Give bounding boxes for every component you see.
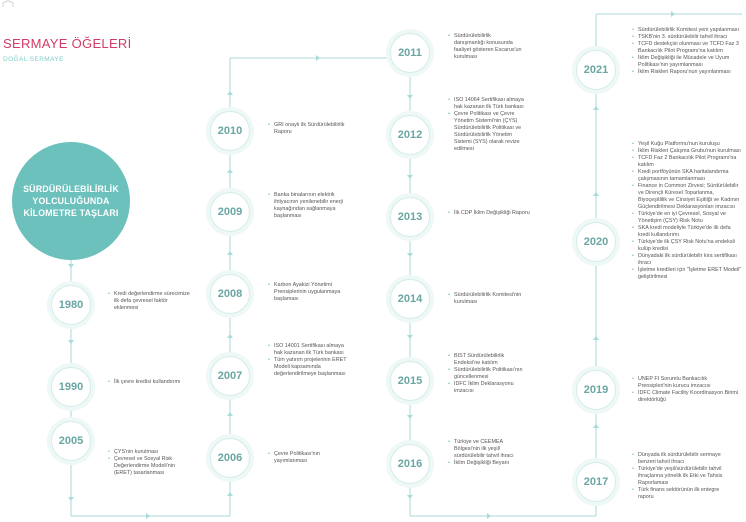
milestone-item: Banka binalarının elektrik ihtiyacının y… bbox=[268, 192, 346, 220]
milestone-item: Türkiye ve CEEMEA Bölgesi'nin ilk yeşil/… bbox=[448, 439, 528, 460]
milestone-item: TSKB'nin 3. sürdürülebilir tahvil ihracı bbox=[632, 34, 742, 41]
milestone-item: Sürdürülebilirlik Politikası'nın güncell… bbox=[448, 367, 526, 381]
year-2008: 2008 bbox=[210, 274, 250, 314]
milestone-item: İlk CDP İklim Değişikliği Raporu bbox=[448, 210, 530, 217]
year-2007: 2007 bbox=[210, 356, 250, 396]
milestone-2011: Sürdürülebilirlik danışmanlığı konusunda… bbox=[446, 33, 522, 61]
milestone-2006: Çevre Politikası'nın yayımlanması bbox=[266, 451, 346, 465]
milestone-2008: Karbon Ayakizi Yönetimi Prensiplerinin u… bbox=[266, 282, 348, 303]
page-title: SERMAYE ÖĞELERİ bbox=[3, 36, 132, 51]
milestone-item: Karbon Ayakizi Yönetimi Prensiplerinin u… bbox=[268, 282, 348, 303]
milestone-item: BIST Sürdürülebilirlik Endeksi'ne katılı… bbox=[448, 353, 526, 367]
milestone-item: Kredi portföyünün SKA haritalandırma çal… bbox=[632, 169, 742, 183]
year-2021: 2021 bbox=[576, 50, 616, 90]
milestone-item: Türkiye'de en iyi Çevresel, Sosyal ve Yö… bbox=[632, 211, 742, 225]
milestone-item: Tüm yatırım projelerinin ERET Modeli kap… bbox=[268, 357, 348, 378]
year-2017: 2017 bbox=[576, 462, 616, 502]
milestone-2005: ÇYS'nin kurulması Çevresel ve Sosyal Ris… bbox=[106, 449, 190, 477]
milestone-item: SKA kredi modeliyle Türkiye'de ilk defa … bbox=[632, 225, 742, 239]
milestone-item: İklim Değişikliği Beyanı bbox=[448, 460, 528, 467]
journey-title-circle: SÜRDÜRÜLEBİLİRLİK YOLCULUĞUNDA KİLOMETRE… bbox=[12, 142, 130, 260]
year-2005: 2005 bbox=[51, 421, 91, 461]
milestone-item: İlk çevre kredisi kullandırımı bbox=[108, 379, 190, 386]
page-subtitle: DOĞAL SERMAYE bbox=[3, 56, 64, 63]
milestone-item: Sürdürülebilirlik Komitesi yeni yapılanm… bbox=[632, 27, 742, 34]
milestone-1980: Kredi değerlendirme sürecimize ilk defa … bbox=[106, 291, 190, 312]
milestone-item: ISO 14001 Sertifikası almaya hak kazanan… bbox=[268, 343, 348, 357]
milestone-2012: ISO 14064 Sertifikası almaya hak kazanan… bbox=[446, 97, 526, 153]
milestone-1990: İlk çevre kredisi kullandırımı bbox=[106, 379, 190, 386]
milestone-2015: BIST Sürdürülebilirlik Endeksi'ne katılı… bbox=[446, 353, 526, 395]
milestone-2021: Sürdürülebilirlik Komitesi yeni yapılanm… bbox=[630, 27, 742, 76]
milestone-item: Sürdürülebilirlik Komitesi'nin kurulması bbox=[448, 292, 526, 306]
milestone-item: Türk finans sektörünün ilk entegre rapor… bbox=[632, 487, 734, 501]
milestone-item: TCFD Faz 2 Bankacılık Pilot Programı'na … bbox=[632, 155, 742, 169]
milestone-item: İşletme kredileri için "İşletme ERET Mod… bbox=[632, 267, 742, 281]
milestone-item: Dünyadaki ilk sürdürülebilir kira sertif… bbox=[632, 253, 742, 267]
year-2011: 2011 bbox=[390, 33, 430, 73]
year-2016: 2016 bbox=[390, 444, 430, 484]
milestone-item: Türkiye'de yeşil/sürdürülebilir tahvil i… bbox=[632, 466, 734, 487]
year-1990: 1990 bbox=[51, 367, 91, 407]
year-1980: 1980 bbox=[51, 285, 91, 325]
milestone-item: ÇYS'nin kurulması bbox=[108, 449, 190, 456]
milestone-2009: Banka binalarının elektrik ihtiyacının y… bbox=[266, 192, 346, 220]
year-2015: 2015 bbox=[390, 361, 430, 401]
year-2014: 2014 bbox=[390, 279, 430, 319]
milestone-item: GRI onaylı ilk Sürdürülebilirlik Raporu bbox=[268, 122, 354, 136]
milestone-item: Kredi değerlendirme sürecimize ilk defa … bbox=[108, 291, 190, 312]
year-2020: 2020 bbox=[576, 222, 616, 262]
milestone-2020: Yeşil Kuğu Platformu'nun kuruluşu İklim … bbox=[630, 141, 742, 281]
milestone-2019: UNEP FI Sorumlu Bankacılık Prensipleri'n… bbox=[630, 376, 742, 404]
milestone-item: TCFD destekçisi olunması ve TCFD Faz 3 B… bbox=[632, 41, 742, 55]
milestone-2007: ISO 14001 Sertifikası almaya hak kazanan… bbox=[266, 343, 348, 378]
milestone-2017: Dünyada ilk sürdürülebilir sermaye benze… bbox=[630, 452, 734, 501]
year-2009: 2009 bbox=[210, 192, 250, 232]
milestone-item: Çevre Politikası'nın yayımlanması bbox=[268, 451, 346, 465]
milestone-item: Türkiye'de ilk ÇSY Risk Notu'na endeksli… bbox=[632, 239, 742, 253]
home-icon bbox=[2, 0, 14, 7]
year-2013: 2013 bbox=[390, 197, 430, 237]
milestone-item: Çevre Politikası ve Çevre Yönetim Sistem… bbox=[448, 111, 526, 153]
milestone-item: UNEP FI Sorumlu Bankacılık Prensipleri'n… bbox=[632, 376, 742, 390]
milestone-item: IDFC Climate Facility Koordinasyon Birim… bbox=[632, 390, 742, 404]
year-2012: 2012 bbox=[390, 115, 430, 155]
milestone-item: İklim Riskleri Raporu'nun yayınlanması bbox=[632, 69, 742, 76]
milestone-2010: GRI onaylı ilk Sürdürülebilirlik Raporu bbox=[266, 122, 354, 136]
milestone-2014: Sürdürülebilirlik Komitesi'nin kurulması bbox=[446, 292, 526, 306]
milestone-item: ISO 14064 Sertifikası almaya hak kazanan… bbox=[448, 97, 526, 111]
milestone-item: Sürdürülebilirlik danışmanlığı konusunda… bbox=[448, 33, 522, 61]
milestone-item: İklim Riskleri Çalışma Grubu'nun kurulma… bbox=[632, 148, 742, 155]
milestone-2016: Türkiye ve CEEMEA Bölgesi'nin ilk yeşil/… bbox=[446, 439, 528, 467]
year-2006: 2006 bbox=[210, 438, 250, 478]
year-2019: 2019 bbox=[576, 370, 616, 410]
milestone-item: Finance in Common Zirvesi; Sürdürülebili… bbox=[632, 183, 742, 211]
milestone-item: Dünyada ilk sürdürülebilir sermaye benze… bbox=[632, 452, 734, 466]
milestone-item: Çevresel ve Sosyal Risk Değerlendirme Mo… bbox=[108, 456, 190, 477]
milestone-item: İklim Değişikliği ile Mücadele ve Uyum P… bbox=[632, 55, 742, 69]
milestone-item: Yeşil Kuğu Platformu'nun kuruluşu bbox=[632, 141, 742, 148]
milestone-item: IDFC İklim Deklarasyonu imzacısı bbox=[448, 381, 526, 395]
journey-title-text: SÜRDÜRÜLEBİLİRLİK YOLCULUĞUNDA KİLOMETRE… bbox=[23, 184, 119, 218]
year-2010: 2010 bbox=[210, 111, 250, 151]
milestone-2013: İlk CDP İklim Değişikliği Raporu bbox=[446, 210, 530, 217]
